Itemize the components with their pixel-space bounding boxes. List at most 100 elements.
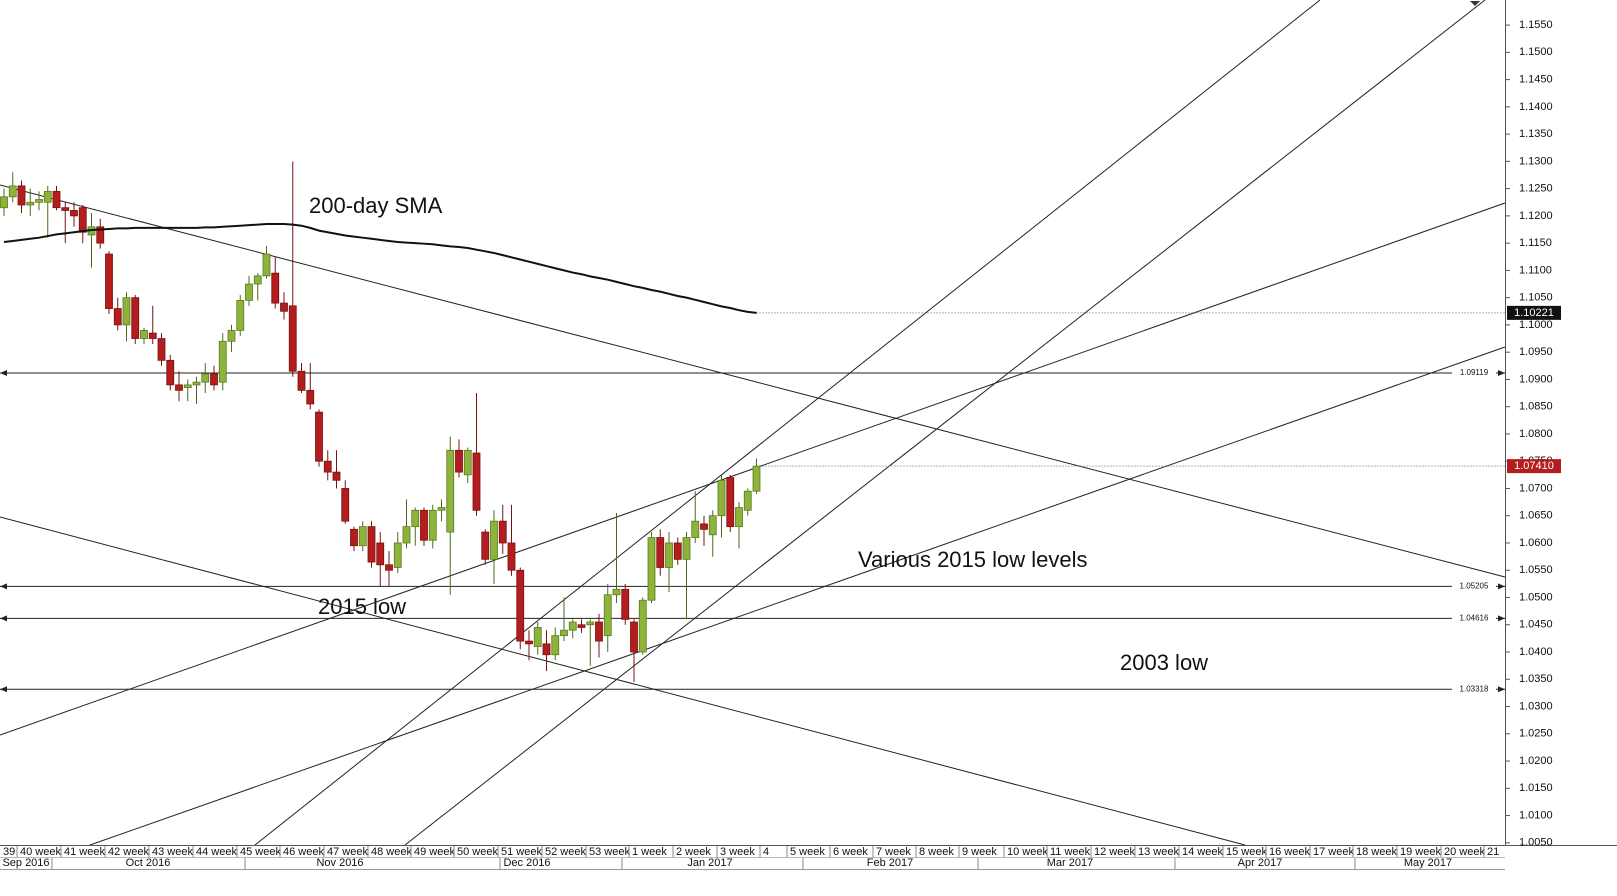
trendline bbox=[404, 0, 1486, 846]
sma-tag-label: 1.10221 bbox=[1514, 307, 1554, 319]
level-arrow bbox=[1498, 369, 1505, 376]
y-tick-label: 1.1100 bbox=[1519, 264, 1552, 276]
candle-body bbox=[148, 332, 157, 339]
candle-body bbox=[201, 373, 210, 383]
candle-body bbox=[708, 515, 717, 536]
y-tick-label: 1.0900 bbox=[1519, 373, 1553, 385]
level-label-bg bbox=[1452, 366, 1496, 379]
trendline bbox=[0, 202, 1506, 736]
candle-body bbox=[533, 627, 542, 647]
level-arrow bbox=[1498, 615, 1505, 622]
level-arrow bbox=[0, 686, 7, 693]
candle-body bbox=[122, 297, 131, 326]
week-label: 18 week bbox=[1356, 846, 1397, 858]
week-label: 51 week bbox=[501, 846, 542, 858]
trendlines bbox=[0, 0, 1506, 846]
week-label: 9 week bbox=[962, 846, 997, 858]
trendline bbox=[0, 516, 1246, 846]
candle-body bbox=[638, 599, 647, 653]
month-label: Feb 2017 bbox=[867, 857, 913, 869]
candle-body bbox=[717, 479, 726, 517]
candle-body bbox=[700, 523, 708, 530]
week-label: 47 week bbox=[327, 846, 368, 858]
week-label: 7 week bbox=[876, 846, 911, 858]
candle-body bbox=[551, 635, 560, 656]
level-label-bg bbox=[1452, 683, 1496, 696]
candle-body bbox=[52, 190, 61, 209]
candle-body bbox=[332, 471, 341, 481]
candle-body bbox=[647, 537, 656, 601]
level-label: 1.05205 bbox=[1460, 581, 1489, 590]
candle-body bbox=[682, 537, 691, 560]
week-label: 39 bbox=[3, 846, 15, 858]
y-tick-label: 1.0850 bbox=[1519, 401, 1553, 413]
level-arrow bbox=[0, 583, 7, 590]
month-label: May 2017 bbox=[1404, 857, 1452, 869]
candle-body bbox=[113, 308, 122, 326]
candle-body bbox=[367, 526, 376, 563]
candle-body bbox=[525, 640, 533, 645]
week-label: 46 week bbox=[283, 846, 324, 858]
candle-body bbox=[262, 253, 271, 277]
candle-body bbox=[227, 329, 236, 342]
week-label: 48 week bbox=[371, 846, 412, 858]
candle-body bbox=[726, 477, 735, 528]
candle-body bbox=[472, 452, 481, 511]
candle-body bbox=[306, 389, 315, 405]
candle-body bbox=[288, 305, 297, 372]
month-label: Dec 2016 bbox=[503, 857, 550, 869]
candle-body bbox=[603, 594, 612, 637]
week-label: 50 week bbox=[457, 846, 498, 858]
trendline bbox=[0, 184, 1506, 578]
y-tick-label: 1.0200 bbox=[1519, 755, 1553, 767]
candle-body bbox=[166, 359, 175, 386]
candle-body bbox=[271, 272, 280, 304]
level-arrow bbox=[0, 615, 7, 622]
candle-body bbox=[568, 621, 577, 631]
week-label: 10 week bbox=[1007, 846, 1048, 858]
sma-tag bbox=[1507, 305, 1561, 320]
candle-body bbox=[428, 509, 437, 541]
y-tick-label: 1.0550 bbox=[1519, 564, 1553, 576]
candle-body bbox=[446, 449, 455, 533]
candle-body bbox=[341, 488, 350, 522]
candle-body bbox=[26, 201, 35, 206]
candle-body bbox=[577, 624, 586, 628]
month-label: Oct 2016 bbox=[126, 857, 171, 869]
candle-body bbox=[665, 542, 673, 568]
candle-body bbox=[140, 329, 148, 339]
trendline bbox=[254, 0, 1321, 846]
y-tick-label: 1.1250 bbox=[1519, 183, 1553, 195]
week-label: 44 week bbox=[196, 846, 237, 858]
y-tick-label: 1.0950 bbox=[1519, 346, 1553, 358]
candle-body bbox=[402, 526, 411, 544]
candle-body bbox=[245, 283, 253, 301]
price-tag-label: 1.07410 bbox=[1514, 460, 1554, 472]
price-tag bbox=[1507, 459, 1561, 474]
candle-body bbox=[96, 226, 105, 244]
week-label: 45 week bbox=[240, 846, 281, 858]
annotation: 2003 low bbox=[1120, 650, 1208, 675]
level-label: 1.04616 bbox=[1460, 614, 1489, 623]
candle-body bbox=[612, 588, 621, 596]
candle-body bbox=[507, 542, 516, 571]
week-label: 42 week bbox=[108, 846, 149, 858]
week-label: 5 week bbox=[790, 846, 825, 858]
candle-body bbox=[743, 490, 752, 511]
week-label: 52 week bbox=[545, 846, 586, 858]
candle-body bbox=[78, 207, 87, 233]
y-tick-label: 1.0650 bbox=[1519, 510, 1553, 522]
week-label: 49 week bbox=[414, 846, 455, 858]
candle-body bbox=[595, 621, 603, 642]
week-label: 4 bbox=[763, 846, 769, 858]
candle-body bbox=[656, 537, 665, 568]
week-label: 11 week bbox=[1050, 846, 1091, 858]
candle-body bbox=[385, 564, 393, 571]
y-tick-label: 1.0050 bbox=[1519, 837, 1553, 849]
week-label: 8 week bbox=[919, 846, 954, 858]
level-arrow bbox=[0, 369, 7, 376]
candle-body bbox=[455, 449, 463, 473]
candle-body bbox=[131, 297, 140, 339]
candle-body bbox=[411, 509, 420, 528]
